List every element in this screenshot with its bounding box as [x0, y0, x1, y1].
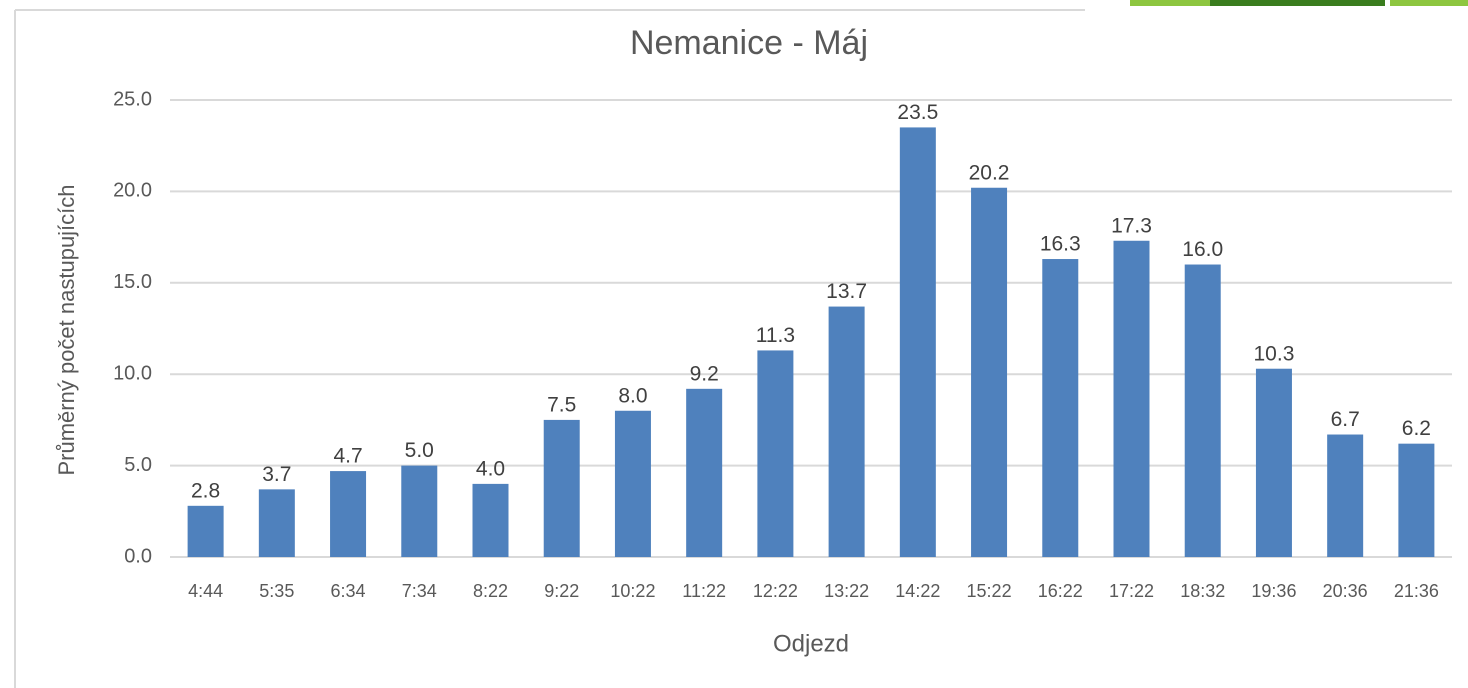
x-tick-label: 4:44: [188, 581, 223, 601]
decoration: [1210, 0, 1385, 6]
x-tick-label: 8:22: [473, 581, 508, 601]
bar: [472, 483, 509, 557]
bar: [330, 471, 367, 557]
x-tick-label: 6:34: [331, 581, 366, 601]
chart-title: Nemanice - Máj: [630, 24, 868, 62]
bar: [614, 410, 651, 557]
x-tick-label: 10:22: [610, 581, 655, 601]
decoration: [1130, 0, 1210, 6]
value-label: 16.0: [1182, 238, 1223, 261]
value-label: 7.5: [547, 393, 576, 416]
bar: [1184, 264, 1221, 557]
bar: [686, 388, 723, 557]
x-tick-label: 15:22: [967, 581, 1012, 601]
x-tick-label: 5:35: [259, 581, 294, 601]
bar: [1398, 443, 1435, 557]
value-label: 17.3: [1111, 214, 1152, 237]
bar: [899, 127, 936, 558]
value-label: 4.0: [476, 457, 505, 480]
x-tick-label: 13:22: [824, 581, 869, 601]
x-tick-label: 18:32: [1180, 581, 1225, 601]
value-label: 10.3: [1254, 342, 1295, 365]
value-label: 4.7: [333, 445, 362, 468]
y-tick-label: 15.0: [113, 271, 152, 293]
bar: [757, 350, 794, 557]
value-label: 6.7: [1331, 408, 1360, 431]
value-label: 11.3: [756, 324, 795, 347]
x-tick-label: 17:22: [1109, 581, 1154, 601]
y-tick-label: 10.0: [113, 362, 152, 384]
bar: [828, 306, 865, 557]
y-axis-title: Průměrný počet nastupujících: [54, 184, 79, 475]
value-label: 13.7: [826, 280, 867, 303]
x-tick-label: 21:36: [1394, 581, 1439, 601]
bar: [971, 187, 1008, 557]
value-label: 5.0: [405, 439, 434, 462]
bar: [543, 419, 580, 557]
x-tick-label: 7:34: [402, 581, 437, 601]
y-tick-label: 5.0: [124, 454, 152, 476]
bar: [401, 465, 438, 557]
x-tick-label: 9:22: [544, 581, 579, 601]
bar: [1255, 368, 1292, 557]
x-tick-label: 20:36: [1323, 581, 1368, 601]
x-axis-title: Odjezd: [773, 630, 849, 657]
x-tick-label: 12:22: [753, 581, 798, 601]
value-label: 9.2: [690, 362, 719, 385]
value-label: 2.8: [191, 479, 220, 502]
value-label: 20.2: [969, 161, 1010, 184]
value-label: 8.0: [618, 384, 647, 407]
x-tick-label: 19:36: [1251, 581, 1296, 601]
bar: [187, 505, 224, 557]
x-tick-label: 11:22: [682, 581, 726, 601]
value-label: 16.3: [1040, 233, 1081, 256]
value-label: 6.2: [1402, 417, 1431, 440]
bar: [1327, 434, 1364, 557]
x-tick-label: 16:22: [1038, 581, 1083, 601]
y-tick-label: 25.0: [113, 88, 152, 110]
x-tick-label: 14:22: [895, 581, 940, 601]
value-label: 23.5: [897, 101, 938, 124]
y-tick-label: 0.0: [124, 545, 152, 567]
decoration: [1390, 0, 1468, 6]
bar: [1042, 259, 1079, 557]
bar: [258, 489, 295, 557]
bar: [1113, 240, 1150, 558]
value-label: 3.7: [262, 463, 291, 486]
y-tick-label: 20.0: [113, 180, 152, 202]
